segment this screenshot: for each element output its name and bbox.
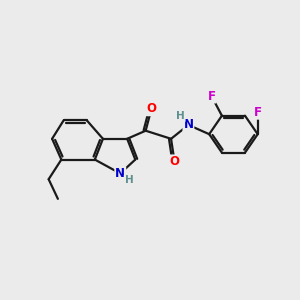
Text: N: N: [115, 167, 125, 180]
Text: O: O: [169, 155, 179, 168]
Text: O: O: [146, 102, 156, 115]
Text: N: N: [183, 118, 194, 131]
Text: F: F: [208, 90, 215, 103]
Text: H: H: [176, 111, 185, 121]
Text: F: F: [254, 106, 262, 119]
Text: H: H: [125, 176, 134, 185]
